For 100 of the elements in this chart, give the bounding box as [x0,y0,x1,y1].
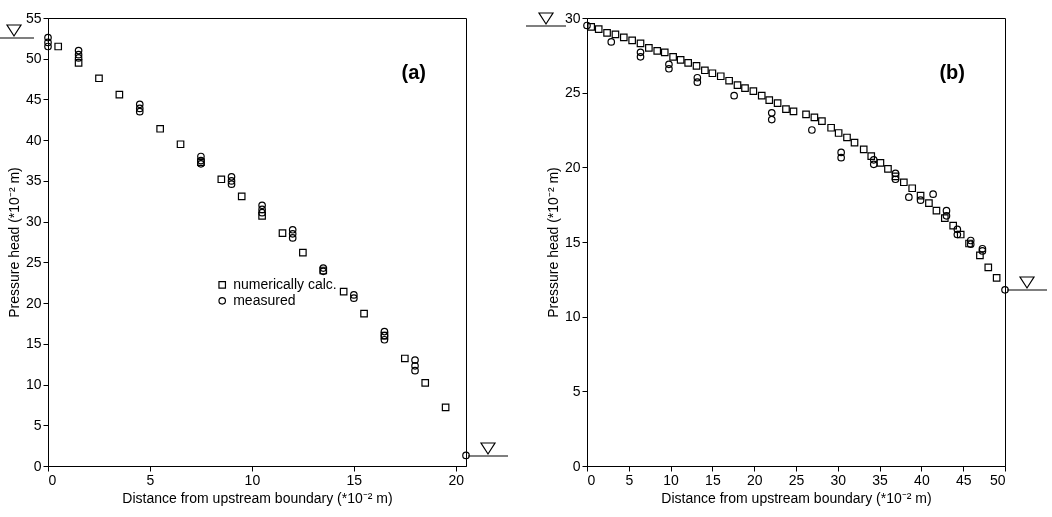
x-axis-title: Distance from upstream boundary (*10⁻² m) [122,489,393,506]
point [765,96,774,104]
point [258,201,266,210]
point [44,42,52,51]
point [636,39,645,48]
point [583,21,591,30]
annotation: (a) [401,61,426,83]
point [135,100,144,109]
y-tick-label: 40 [25,131,42,148]
point [891,172,900,181]
point [789,107,798,116]
point [884,164,892,173]
x-tick-label: 5 [146,471,155,488]
point [197,152,205,161]
point [782,105,790,113]
point [701,66,709,75]
point [818,117,826,125]
point [74,58,83,67]
point [900,178,908,187]
y-tick-label: 25 [564,84,581,101]
point [299,248,307,257]
y-tick-label: 20 [25,294,42,311]
point [767,108,776,117]
point [603,29,611,37]
x-tick-label: 0 [48,471,57,488]
point [227,180,236,188]
point [708,69,717,78]
point [966,236,975,245]
y-tick-label: 30 [25,213,42,230]
point [360,309,368,318]
x-axis-title: Distance from upstream boundary (*10⁻² m) [661,489,932,506]
point [607,38,616,46]
y-tick-label: 10 [25,376,42,393]
point [869,156,878,164]
point [692,61,701,70]
point [802,110,810,119]
point [978,247,987,255]
x-tick-label: 0 [587,471,596,488]
point [339,287,348,296]
point [411,366,419,375]
y-tick-label: 0 [33,457,42,474]
point [876,159,885,167]
x-tick-label: 35 [872,471,889,488]
point [956,230,965,239]
point [693,73,702,82]
x-tick-label: 10 [244,471,261,488]
point [54,42,63,51]
point [380,327,389,336]
point [908,184,917,193]
point [217,175,226,184]
point [237,192,246,201]
x-tick-label: 50 [989,471,1006,488]
point [135,107,144,116]
point [827,123,835,132]
point [949,221,958,230]
y-tick-label: 50 [25,50,42,67]
point [74,50,83,59]
point [834,129,843,137]
point [156,124,164,133]
point [716,72,725,81]
y-tick-label: 15 [564,233,581,250]
point [693,78,702,87]
y-tick-label: 20 [564,158,581,175]
point [421,379,430,387]
point [115,90,124,99]
point [992,274,1001,282]
point [258,208,266,217]
x-tick-label: 10 [663,471,680,488]
point [837,153,845,162]
y-axis-title: Pressure head (*10⁻² m) [544,167,561,318]
point [676,55,685,64]
x-tick-label: 40 [914,471,930,488]
point [867,152,876,160]
point [411,356,419,364]
y-tick-label: 15 [25,335,42,352]
x-tick-label: 15 [346,471,363,488]
point [288,234,297,242]
point [767,115,776,124]
point [684,58,692,67]
point [741,84,749,93]
point [197,156,205,165]
point [925,199,933,208]
point [350,291,358,299]
point [645,44,653,52]
x-tick-label: 15 [705,471,721,488]
point [636,48,645,57]
point [74,46,83,55]
point [749,87,758,96]
point [976,251,984,260]
point [869,160,878,169]
y-tick-label: 30 [564,9,581,26]
point [725,76,733,85]
point [227,177,236,185]
point [733,81,742,90]
point [350,294,358,303]
point [942,206,951,215]
point [808,126,816,134]
point [74,54,83,62]
point [843,133,851,142]
y-tick-label: 45 [25,90,42,107]
